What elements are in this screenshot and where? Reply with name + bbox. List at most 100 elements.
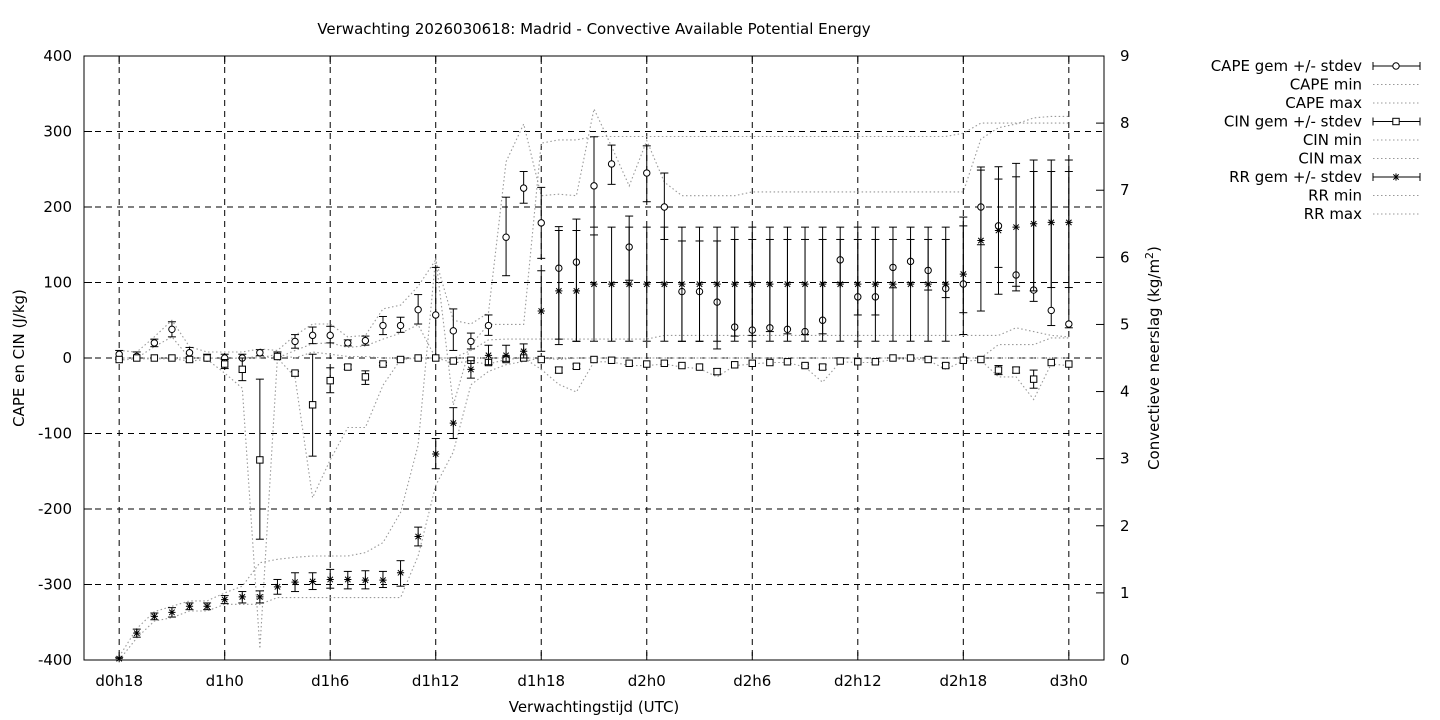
- x-tick-label: d3h0: [1050, 672, 1088, 690]
- data-point: [766, 358, 774, 367]
- data-point: [150, 612, 158, 620]
- legend-label: CAPE gem +/- stdev: [1211, 57, 1362, 75]
- data-point: [590, 355, 598, 364]
- data-point: [414, 354, 422, 362]
- data-point: [607, 280, 616, 288]
- data-point: [643, 280, 651, 288]
- data-point: [537, 307, 545, 315]
- data-point: [326, 575, 334, 584]
- data-point: [836, 357, 844, 365]
- data-point: [379, 360, 387, 368]
- data-point: [783, 280, 792, 288]
- y2-tick-label: 0: [1120, 651, 1130, 669]
- data-point: [361, 576, 369, 584]
- data-point: [801, 361, 809, 370]
- series-rr-gem-stdev: [115, 159, 1073, 663]
- data-point: [977, 355, 985, 364]
- y2-tick-label: 7: [1120, 181, 1130, 199]
- data-point: [889, 354, 897, 362]
- data-point: [185, 602, 194, 610]
- legend-marker: [1392, 62, 1400, 70]
- data-point: [168, 608, 176, 616]
- series-cape-max: [119, 107, 1069, 353]
- data-point: [379, 321, 387, 330]
- x-tick-label: d1h0: [206, 672, 244, 690]
- data-point: [256, 456, 264, 464]
- data-point: [555, 366, 563, 374]
- data-point: [678, 361, 686, 370]
- data-point: [819, 280, 827, 288]
- data-point: [572, 362, 581, 371]
- data-point: [344, 339, 352, 347]
- x-tick-label: d2h12: [834, 672, 882, 690]
- x-tick-label: d1h12: [412, 672, 460, 690]
- x-tick-label: d2h0: [628, 672, 666, 690]
- data-point: [748, 359, 756, 367]
- chart-title: Verwachting 2026030618: Madrid - Convect…: [317, 20, 870, 38]
- data-point: [396, 355, 405, 364]
- legend-label: RR min: [1308, 187, 1362, 205]
- data-point: [185, 349, 194, 357]
- x-tick-label: d1h18: [517, 672, 565, 690]
- data-point: [1047, 306, 1055, 315]
- data-point: [713, 367, 721, 376]
- data-point: [660, 280, 668, 288]
- data-point: [748, 280, 756, 288]
- data-point: [854, 280, 862, 288]
- data-point: [467, 365, 475, 374]
- data-point: [643, 360, 651, 368]
- y-tick-label: 0: [62, 349, 72, 367]
- data-point: [766, 280, 774, 288]
- data-point: [713, 280, 721, 288]
- data-point: [625, 359, 633, 367]
- y-tick-label: -300: [38, 576, 72, 594]
- data-point: [519, 184, 528, 192]
- data-point: [115, 355, 123, 364]
- data-point: [220, 360, 229, 368]
- data-point: [150, 354, 159, 362]
- data-point: [484, 351, 493, 359]
- data-point: [396, 321, 405, 330]
- data-point: [818, 363, 827, 371]
- data-point: [1012, 223, 1020, 231]
- data-point: [643, 169, 651, 177]
- y2-tick-label: 4: [1120, 383, 1130, 401]
- x-axis-label: Verwachtingstijd (UTC): [509, 698, 680, 716]
- data-point: [449, 357, 458, 365]
- y-tick-label: 200: [43, 198, 72, 216]
- data-point: [432, 354, 440, 362]
- x-tick-label: d2h18: [939, 672, 987, 690]
- data-point: [783, 358, 792, 366]
- data-point: [520, 347, 528, 355]
- data-point: [361, 336, 370, 345]
- data-point: [396, 569, 405, 577]
- legend-label: RR gem +/- stdev: [1229, 168, 1362, 186]
- data-point: [414, 305, 422, 314]
- series-cin-gem-stdev: [115, 352, 1073, 540]
- data-point: [432, 311, 440, 319]
- y2-axis-label-text: Convectieve neerslag (kg/m: [1145, 259, 1163, 470]
- y2-tick-label: 8: [1120, 114, 1130, 132]
- y-tick-label: -200: [38, 500, 72, 518]
- data-point: [572, 287, 581, 295]
- data-point: [414, 532, 422, 541]
- data-point: [906, 280, 915, 288]
- data-point: [326, 376, 334, 385]
- legend-label: CIN gem +/- stdev: [1224, 113, 1362, 131]
- data-point: [1012, 366, 1020, 374]
- data-point: [133, 354, 141, 362]
- series-layer: [115, 107, 1073, 663]
- data-point: [467, 337, 475, 346]
- data-point: [1065, 320, 1073, 328]
- data-point: [150, 339, 159, 347]
- data-point: [906, 354, 915, 362]
- data-point: [537, 219, 545, 227]
- data-point: [168, 354, 176, 362]
- x-tick-label: d2h6: [733, 672, 771, 690]
- data-point: [1047, 218, 1055, 227]
- y-tick-label: 400: [43, 47, 72, 65]
- x-tick-label: d0h18: [95, 672, 143, 690]
- legend-label: CIN min: [1303, 131, 1362, 149]
- data-point: [203, 602, 211, 610]
